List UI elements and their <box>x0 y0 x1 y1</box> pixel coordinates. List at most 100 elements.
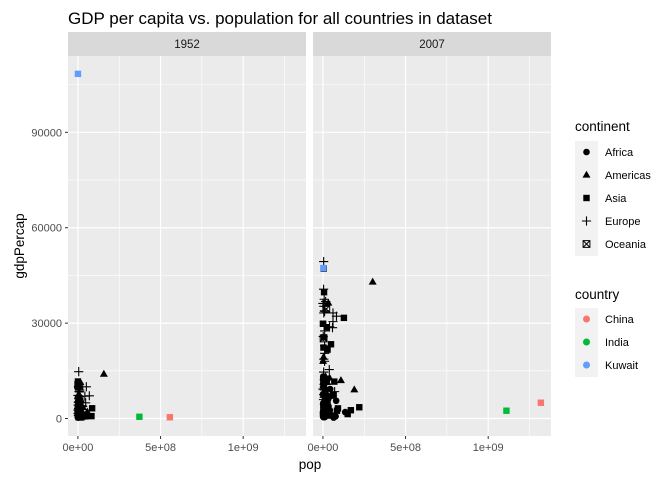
legend-continent-items: Africa Americas Asia Europe Oceania <box>575 141 651 256</box>
panel-background-1952 <box>68 56 306 436</box>
data-point-europe <box>318 284 329 294</box>
data-point-europe <box>320 326 330 336</box>
legend-label-asia: Asia <box>605 193 627 205</box>
legend-continent-title: continent <box>575 119 630 134</box>
data-point-asia <box>324 411 331 419</box>
legend-continent: continent Africa Americas Asia Europe Oceani… <box>575 119 651 256</box>
data-point-europe <box>320 348 330 358</box>
data-point-asia <box>320 402 327 410</box>
y-axis-title: gdpPercap <box>12 213 27 278</box>
data-point-oceania <box>319 334 328 343</box>
data-point-europe <box>319 382 330 392</box>
data-point-kuwait <box>320 264 327 272</box>
data-point-asia <box>340 314 348 322</box>
data-point-europe <box>319 294 329 304</box>
data-point-china <box>166 414 174 421</box>
points-1952 <box>73 70 174 421</box>
data-point-europe <box>319 256 329 267</box>
x-tick-label: 5e+08 <box>390 442 421 454</box>
y-tick-label: 0 <box>56 414 62 426</box>
data-point-china <box>537 399 545 406</box>
legend-key-americas <box>582 170 591 178</box>
data-point-europe <box>319 354 329 364</box>
strip-label-2007: 2007 <box>419 39 445 51</box>
legend-key-asia <box>583 194 590 202</box>
legend-key-oceania <box>582 240 591 248</box>
legend-key-africa <box>583 148 590 156</box>
x-axis-title: pop <box>299 457 322 472</box>
legend-key-europe <box>581 216 592 226</box>
y-tick-label: 90000 <box>31 127 62 139</box>
data-point-asia <box>327 341 335 348</box>
data-point-americas <box>99 369 108 377</box>
strip-label-1952: 1952 <box>174 39 200 51</box>
legend-label-africa: Africa <box>605 147 634 159</box>
data-point-europe <box>328 308 338 318</box>
data-point-europe <box>78 401 88 411</box>
legend-label-europe: Europe <box>605 216 640 228</box>
x-axis-ticks-2007: 0e+00 5e+08 1e+09 <box>307 436 504 454</box>
facet-panel-1952: 1952 0e+00 5e+08 1e+09 <box>62 32 306 454</box>
data-point-europe <box>318 384 328 394</box>
x-tick-label: 1e+09 <box>473 442 504 454</box>
data-point-india <box>136 413 143 420</box>
data-point-africa <box>332 413 339 420</box>
data-point-europe <box>324 322 335 332</box>
data-point-asia <box>344 410 351 418</box>
legend-label-americas: Americas <box>605 170 651 182</box>
data-point-europe <box>81 382 91 392</box>
data-point-asia <box>324 346 331 353</box>
data-point-americas <box>350 385 359 393</box>
data-point-asia <box>356 404 363 411</box>
y-axis-ticks: 0 30000 60000 90000 <box>31 127 68 426</box>
chart-title: GDP per capita vs. population for all co… <box>68 9 492 28</box>
data-point-asia <box>323 408 330 415</box>
data-point-americas <box>368 277 377 285</box>
data-point-asia <box>88 412 95 420</box>
legend-label-india: India <box>605 337 630 349</box>
x-tick-label: 0e+00 <box>62 442 93 454</box>
facet-panel-2007: 2007 0e+00 5e+08 1e+09 <box>307 32 551 454</box>
data-point-europe <box>76 407 87 417</box>
legend-key-china <box>583 315 590 323</box>
x-tick-label: 5e+08 <box>145 442 176 454</box>
legend-key-india <box>583 338 590 346</box>
data-point-india <box>503 407 510 414</box>
data-point-asia <box>330 391 337 398</box>
data-point-kuwait <box>74 70 82 78</box>
data-point-asia <box>331 378 338 385</box>
data-point-europe <box>319 356 330 366</box>
data-point-europe <box>330 387 340 397</box>
legend-country-items: China India Kuwait <box>575 308 638 377</box>
y-tick-label: 30000 <box>31 318 62 330</box>
data-point-europe <box>74 367 84 377</box>
data-point-africa <box>332 397 340 405</box>
data-point-europe <box>319 390 329 400</box>
data-point-europe <box>319 367 329 377</box>
data-point-oceania <box>74 381 83 389</box>
legend-country: country China India Kuwait <box>575 287 638 377</box>
data-point-europe <box>321 296 331 307</box>
data-point-americas <box>323 390 332 398</box>
points-2007 <box>318 256 545 421</box>
data-point-asia <box>319 320 327 327</box>
panel-background-2007 <box>313 56 551 436</box>
gridlines-1952 <box>68 56 306 436</box>
data-point-europe <box>84 391 94 401</box>
data-point-oceania <box>322 305 331 313</box>
data-point-europe <box>73 400 83 410</box>
data-point-americas <box>336 376 345 384</box>
x-tick-label: 1e+09 <box>228 442 259 454</box>
data-point-asia <box>320 344 327 351</box>
data-point-asia <box>323 375 331 383</box>
x-tick-label: 0e+00 <box>307 442 338 454</box>
data-point-europe <box>319 308 329 318</box>
legend-country-title: country <box>575 287 620 302</box>
data-point-europe <box>324 364 334 375</box>
y-tick-label: 60000 <box>31 223 62 235</box>
x-axis-ticks-1952: 0e+00 5e+08 1e+09 <box>62 436 259 454</box>
legend-label-kuwait: Kuwait <box>605 360 638 372</box>
strip-2007 <box>313 32 551 56</box>
data-point-asia <box>88 405 96 412</box>
gridlines-2007 <box>313 56 551 436</box>
